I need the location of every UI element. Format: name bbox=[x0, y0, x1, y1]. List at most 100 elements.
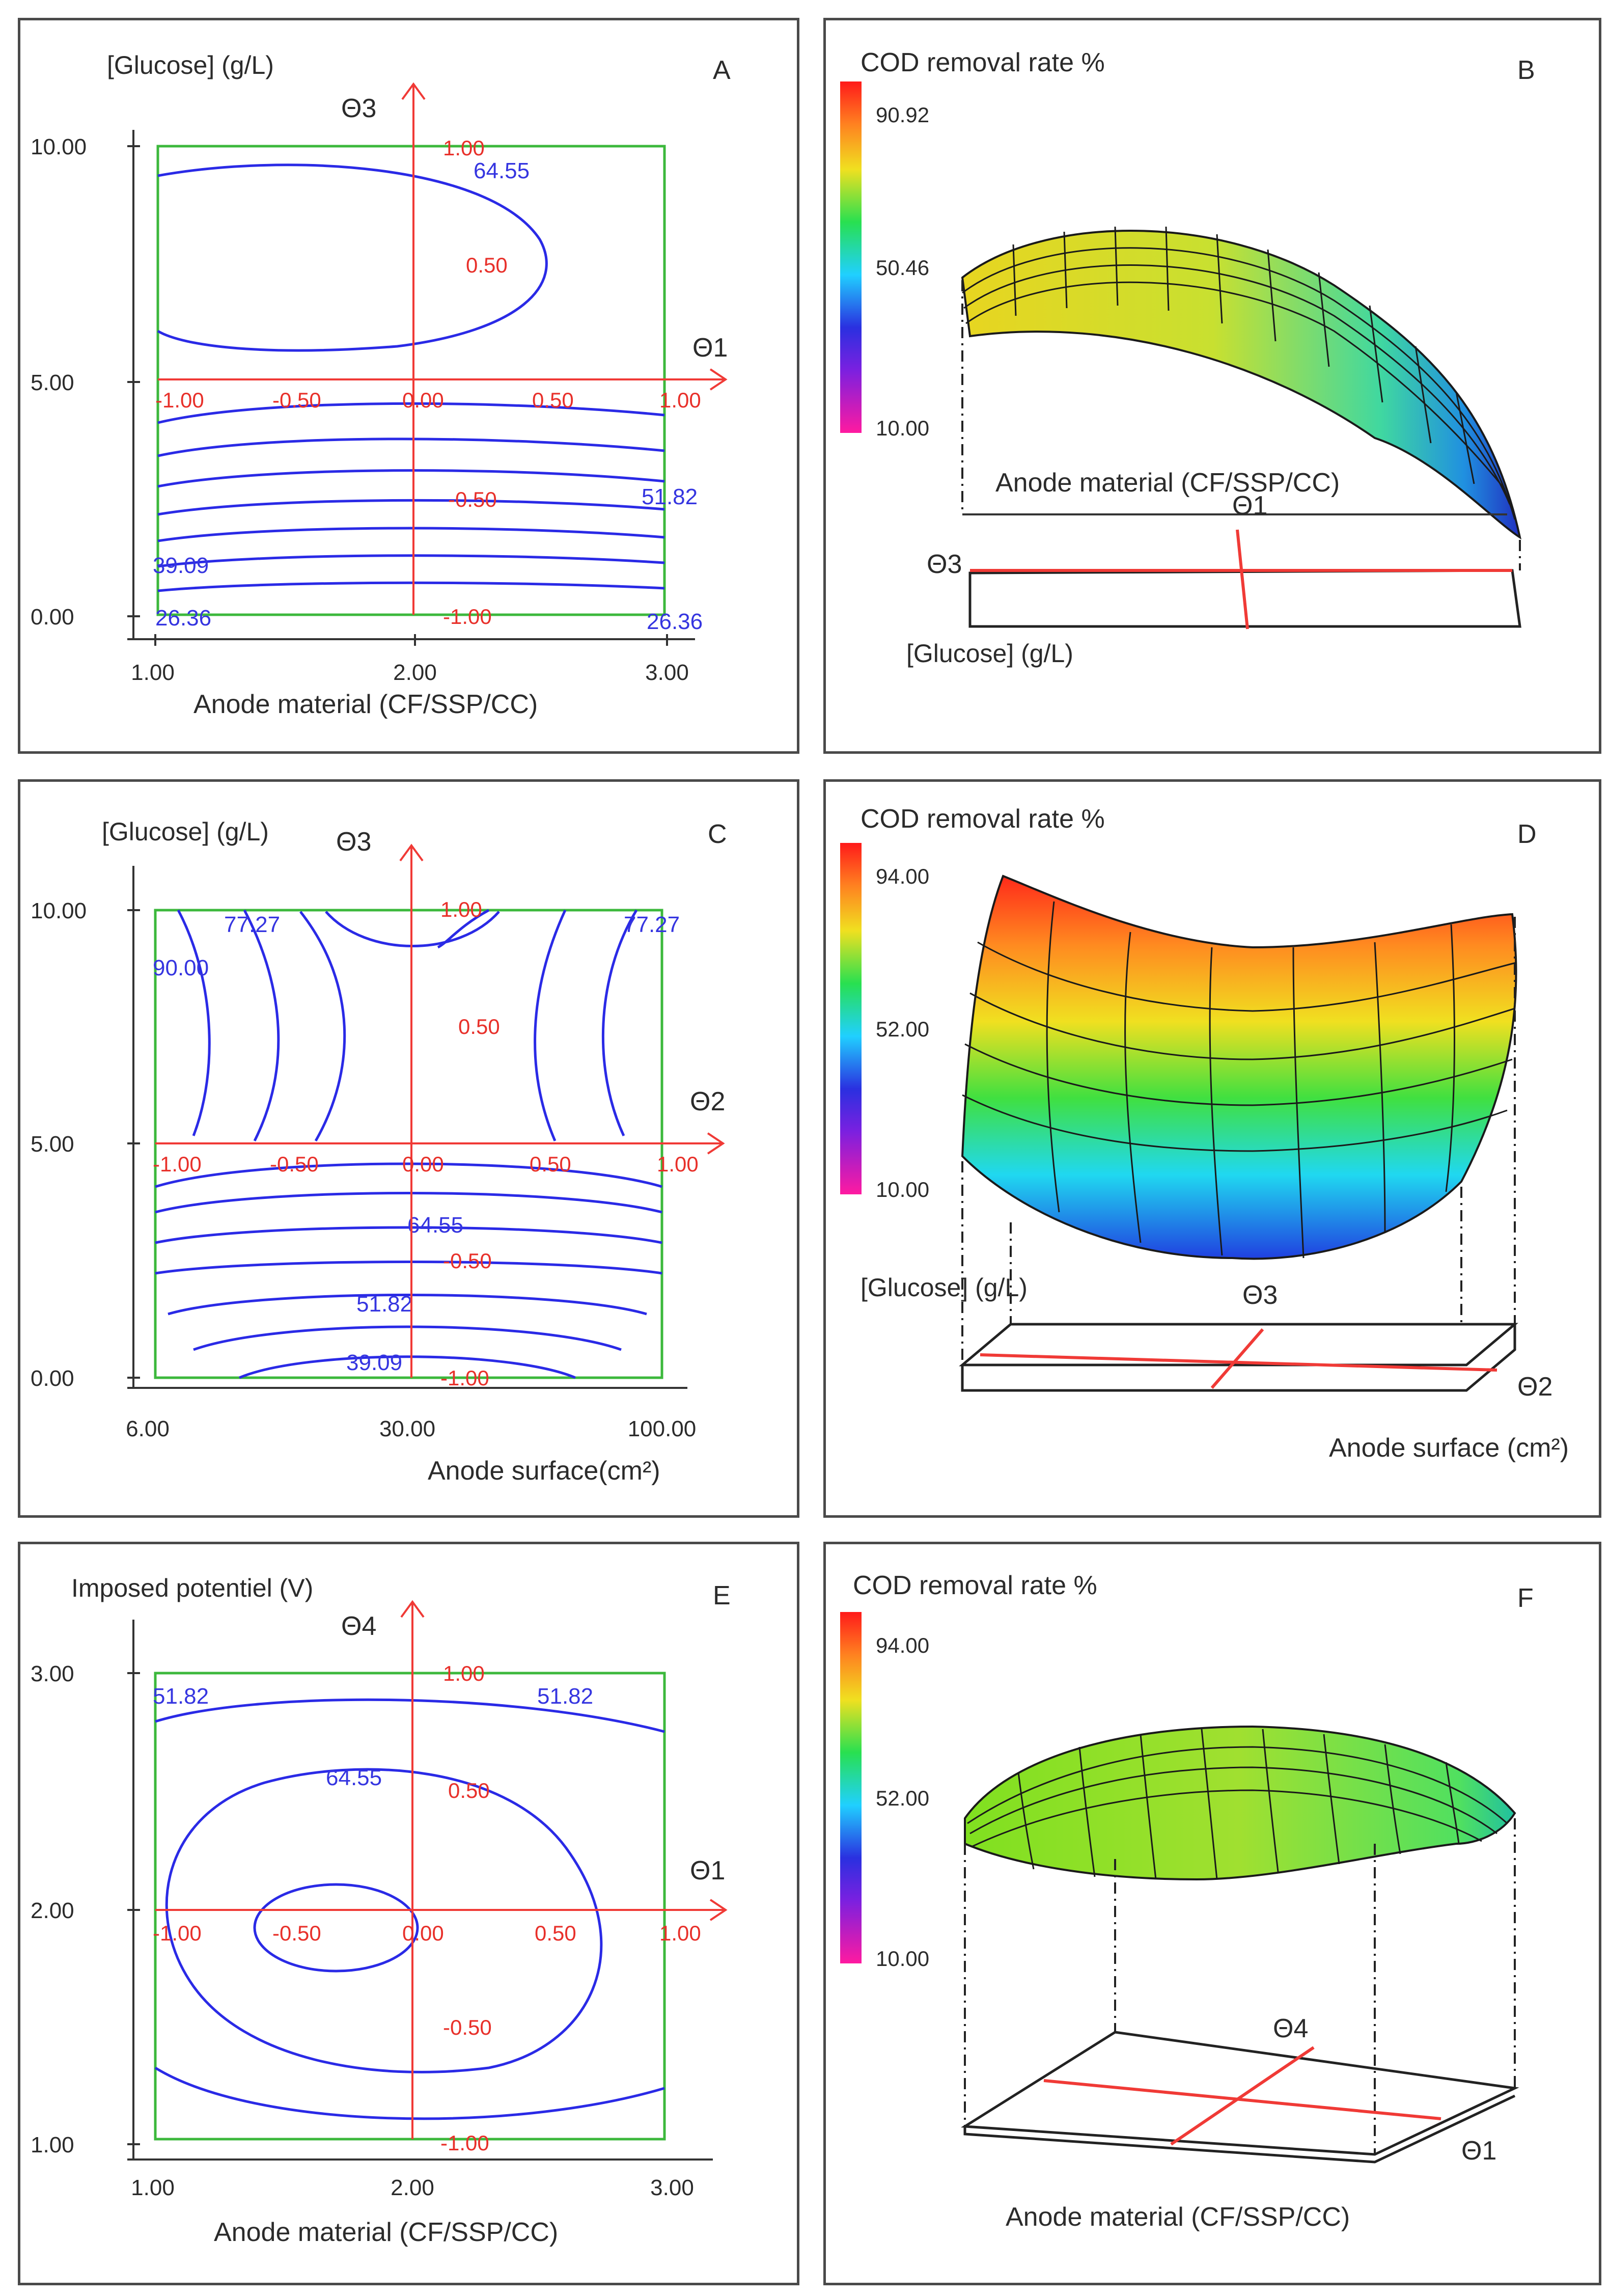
panel-e-ytick: 2.00 bbox=[31, 1898, 74, 1923]
panel-e-theta4-label: Θ4 bbox=[341, 1611, 376, 1641]
panel-c-contour bbox=[243, 909, 280, 1142]
panel-d-theta2-line bbox=[1210, 1328, 1264, 1389]
panel-f-xlabel: Anode material (CF/SSP/CC) bbox=[1006, 2202, 1350, 2232]
panel-c-contour-label: 77.27 bbox=[224, 912, 280, 937]
panel-c-contour-label: 39.09 bbox=[346, 1350, 402, 1375]
panel-e-theta4-arrow bbox=[400, 1600, 425, 1618]
panel-a-contour-label: 64.55 bbox=[474, 158, 530, 183]
panel-a-xtick: 1.00 bbox=[131, 660, 175, 685]
panel-d-ylabel: [Glucose] (g/L) bbox=[861, 1273, 1028, 1302]
panel-b-theta1-line bbox=[1236, 529, 1249, 630]
panel-e-ytick: 3.00 bbox=[31, 1661, 74, 1686]
panel-a-ytick: 5.00 bbox=[31, 370, 74, 395]
panel-a-contour-label: 26.36 bbox=[155, 606, 211, 631]
panel-c-theta3-label: Θ3 bbox=[336, 827, 371, 857]
panel-b-surface bbox=[961, 230, 1521, 540]
panel-b-scale-tick: 90.92 bbox=[876, 103, 929, 127]
panel-d: COD removal rate % D 94.00 52.00 10.00 bbox=[840, 804, 1569, 1463]
panel-e-theta1-label: Θ1 bbox=[690, 1856, 725, 1885]
panel-e-contour bbox=[253, 1883, 419, 1973]
panel-a-xtick: 2.00 bbox=[393, 660, 437, 685]
panel-e-coded-ytick: -1.00 bbox=[440, 2131, 489, 2155]
panel-f-letter: F bbox=[1517, 1583, 1534, 1613]
panel-e-coded-ytick: 0.50 bbox=[448, 1779, 490, 1802]
panel-a-contour bbox=[157, 469, 665, 488]
panel-f-scale-tick: 52.00 bbox=[876, 1786, 929, 1810]
panel-f-theta1-line bbox=[1043, 2079, 1441, 2120]
panel-a-xtick: 3.00 bbox=[645, 660, 689, 685]
panel-c-coded-ytick: -1.00 bbox=[440, 1366, 489, 1390]
panel-c-ytick: 10.00 bbox=[31, 898, 87, 923]
panel-b-theta1-label: Θ1 bbox=[1232, 491, 1267, 521]
panel-f-base bbox=[961, 2031, 1519, 2156]
panel-c: C [Glucose] (g/L) Anode surface(cm²) 10.… bbox=[31, 817, 727, 1486]
panel-f: COD removal rate % F 94.00 52.00 10.00 bbox=[840, 1571, 1534, 2232]
panel-c-theta2-arrow bbox=[707, 1132, 725, 1155]
panel-c-contour bbox=[299, 911, 346, 1142]
panel-e-contour-label: 51.82 bbox=[537, 1684, 593, 1709]
panel-c-contour bbox=[177, 909, 211, 1136]
panel-d-title: COD removal rate % bbox=[861, 804, 1105, 834]
panel-a-coded-ytick: 1.00 bbox=[443, 136, 485, 160]
panel-a-ytick: 10.00 bbox=[31, 134, 87, 159]
panel-e-xtick: 3.00 bbox=[650, 2175, 694, 2200]
panel-c-contour bbox=[437, 909, 490, 949]
panel-c-coded-ytick: -0.50 bbox=[443, 1249, 492, 1273]
panel-b-letter: B bbox=[1517, 56, 1535, 85]
panel-a-theta1-label: Θ1 bbox=[692, 333, 728, 363]
panel-f-theta4-line bbox=[1170, 2046, 1315, 2146]
panel-e-plot-frame bbox=[154, 1672, 666, 2141]
panel-a-xlabel: Anode material (CF/SSP/CC) bbox=[193, 690, 538, 719]
panel-a-coded-xtick: 1.00 bbox=[659, 388, 701, 412]
panel-e-xtick: 2.00 bbox=[391, 2175, 434, 2200]
panel-c-contour bbox=[155, 1162, 662, 1188]
panel-e-contour bbox=[165, 1768, 603, 2073]
panel-f-base-edge bbox=[963, 2094, 1516, 2164]
panel-a-contour bbox=[157, 581, 665, 592]
panel-c-coded-xtick: -0.50 bbox=[270, 1152, 319, 1176]
panel-f-title: COD removal rate % bbox=[853, 1571, 1097, 1600]
panel-c-contour bbox=[168, 1294, 647, 1316]
panel-c-xlabel: Anode surface(cm²) bbox=[428, 1456, 660, 1486]
panel-c-contour-label: 51.82 bbox=[356, 1292, 412, 1317]
panel-d-theta3-label: Θ3 bbox=[1242, 1280, 1278, 1310]
panel-b-scale-tick: 50.46 bbox=[876, 256, 929, 280]
panel-e-ytick: 1.00 bbox=[31, 2133, 74, 2157]
panel-a-theta1-arrow bbox=[709, 368, 728, 391]
panel-d-scale-tick: 10.00 bbox=[876, 1178, 929, 1201]
panel-f-mesh bbox=[967, 1729, 1508, 1880]
panel-e-coded-xtick: 1.00 bbox=[659, 1921, 701, 1945]
panel-c-coded-ytick: 1.00 bbox=[440, 897, 482, 921]
panel-a-contour bbox=[157, 402, 665, 424]
panel-f-scale-tick: 10.00 bbox=[876, 1947, 929, 1971]
panel-f-frame bbox=[823, 1542, 1601, 2285]
panel-c-ytick: 5.00 bbox=[31, 1132, 74, 1157]
panel-d-letter: D bbox=[1517, 819, 1537, 849]
panel-c-contour bbox=[601, 909, 638, 1137]
panel-c-theta3-arrow bbox=[399, 843, 424, 862]
panel-d-theta3-line bbox=[980, 1353, 1497, 1372]
panel-e-coded-xtick: 0.00 bbox=[402, 1921, 444, 1945]
panel-a-theta3-arrow bbox=[401, 82, 426, 100]
panel-c-xtick: 6.00 bbox=[126, 1416, 170, 1441]
panel-d-surface bbox=[961, 874, 1517, 1260]
panel-d-scale-tick: 52.00 bbox=[876, 1017, 929, 1041]
panel-d-theta2-label: Θ2 bbox=[1517, 1372, 1552, 1402]
panel-c-contour bbox=[239, 1355, 576, 1379]
panel-a-coded-xtick: 0.50 bbox=[532, 388, 574, 412]
panel-a: A [Glucose] (g/L) Anode material (CF/SSP… bbox=[31, 51, 731, 719]
panel-a-theta3-label: Θ3 bbox=[341, 94, 376, 123]
panel-f-surface bbox=[964, 1725, 1516, 1881]
panel-d-base-edge bbox=[961, 1324, 1516, 1392]
panel-a-contour bbox=[157, 499, 665, 516]
panel-e-letter: E bbox=[713, 1581, 731, 1610]
panel-c-xtick: 30.00 bbox=[379, 1416, 435, 1441]
panel-a-contour-label: 39.09 bbox=[153, 553, 209, 578]
panel-f-theta4-label: Θ4 bbox=[1273, 2014, 1308, 2043]
panel-c-theta2-label: Θ2 bbox=[690, 1087, 725, 1116]
panel-c-coded-xtick: -1.00 bbox=[153, 1152, 202, 1176]
panel-a-contour-label: 51.82 bbox=[642, 484, 698, 509]
panel-e-coded-ytick: 1.00 bbox=[443, 1661, 485, 1685]
panel-c-coded-xtick: 0.50 bbox=[530, 1152, 571, 1176]
